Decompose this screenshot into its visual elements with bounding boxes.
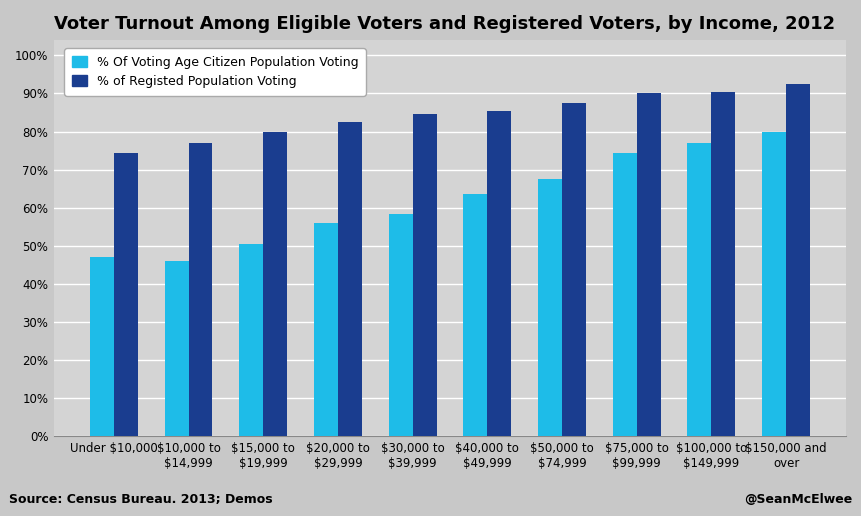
- Bar: [487, 110, 511, 437]
- Bar: [164, 261, 189, 437]
- Bar: [90, 257, 114, 437]
- Bar: [636, 93, 660, 437]
- Bar: [388, 214, 412, 437]
- Bar: [189, 143, 213, 437]
- Bar: [239, 244, 263, 437]
- Legend: % Of Voting Age Citizen Population Voting, % of Registed Population Voting: % Of Voting Age Citizen Population Votin…: [64, 49, 366, 95]
- Text: @SeanMcElwee: @SeanMcElwee: [744, 493, 852, 506]
- Bar: [538, 179, 562, 437]
- Text: Voter Turnout Among Eligible Voters and Registered Voters, by Income, 2012: Voter Turnout Among Eligible Voters and …: [54, 15, 835, 33]
- Bar: [114, 153, 138, 437]
- Bar: [786, 84, 810, 437]
- Text: Source: Census Bureau. 2013; Demos: Source: Census Bureau. 2013; Demos: [9, 493, 272, 506]
- Bar: [463, 195, 487, 437]
- Bar: [562, 103, 586, 437]
- Bar: [263, 132, 287, 437]
- Bar: [687, 143, 711, 437]
- Bar: [412, 115, 437, 437]
- Bar: [613, 153, 636, 437]
- Bar: [762, 132, 786, 437]
- Bar: [338, 122, 362, 437]
- Bar: [711, 91, 735, 437]
- Bar: [314, 223, 338, 437]
